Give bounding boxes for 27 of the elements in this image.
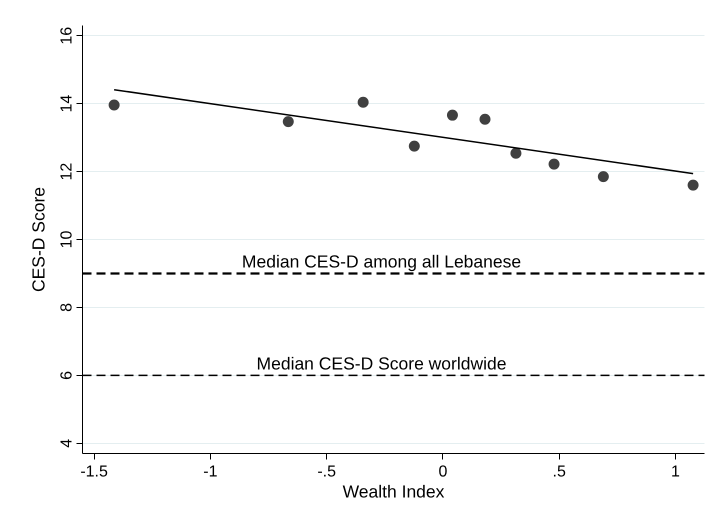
y-axis-title: CES-D Score [28, 186, 48, 292]
point [688, 180, 699, 191]
y-tick-label: 8 [58, 302, 76, 312]
point [358, 96, 369, 108]
x-tick-label: 1 [670, 464, 680, 480]
y-tick-label: 6 [58, 370, 76, 380]
x-tick-label: -1.5 [80, 464, 108, 480]
x-axis-title: Wealth Index [342, 482, 445, 502]
point [408, 140, 420, 152]
point [598, 171, 609, 182]
y-tick-label: 14 [58, 94, 76, 113]
point [480, 114, 490, 125]
x-tick-label: 0 [438, 464, 448, 480]
point [108, 99, 120, 110]
ref-line-label: Median CES-D among all Lebanese [242, 251, 522, 272]
ref-line-label: Median CES-D Score worldwide [256, 353, 506, 374]
point [446, 110, 458, 121]
x-tick-label: .5 [552, 464, 566, 480]
y-tick-label: 12 [58, 162, 76, 180]
y-tick-label: 4 [58, 438, 76, 448]
point [282, 116, 294, 128]
point [548, 158, 560, 170]
y-tick-label: 10 [58, 230, 76, 248]
x-tick-label: -1 [203, 464, 218, 480]
y-tick-label: 16 [58, 26, 76, 45]
x-tick-label: -.5 [317, 464, 336, 480]
point [510, 148, 522, 159]
